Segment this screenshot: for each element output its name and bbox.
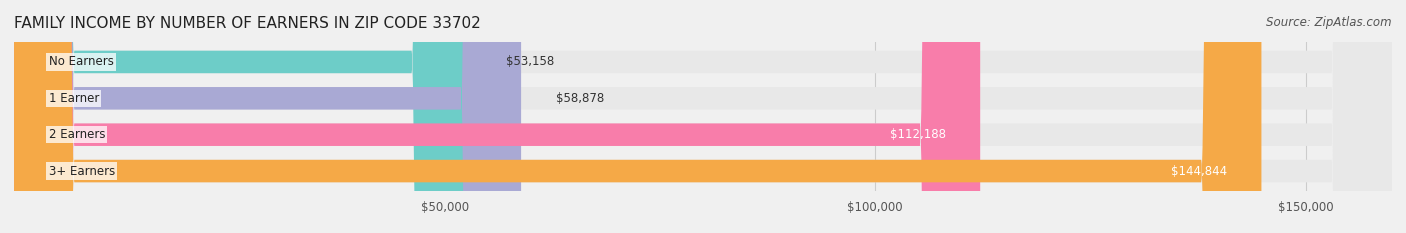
Text: 3+ Earners: 3+ Earners [48, 164, 115, 178]
Text: 2 Earners: 2 Earners [48, 128, 105, 141]
Text: $112,188: $112,188 [890, 128, 946, 141]
Text: FAMILY INCOME BY NUMBER OF EARNERS IN ZIP CODE 33702: FAMILY INCOME BY NUMBER OF EARNERS IN ZI… [14, 16, 481, 31]
Text: $53,158: $53,158 [506, 55, 554, 69]
FancyBboxPatch shape [14, 0, 1392, 233]
FancyBboxPatch shape [14, 0, 1392, 233]
FancyBboxPatch shape [14, 0, 522, 233]
FancyBboxPatch shape [14, 0, 1261, 233]
Text: $144,844: $144,844 [1171, 164, 1227, 178]
Text: $58,878: $58,878 [555, 92, 603, 105]
Text: 1 Earner: 1 Earner [48, 92, 98, 105]
FancyBboxPatch shape [14, 0, 980, 233]
Text: No Earners: No Earners [48, 55, 114, 69]
FancyBboxPatch shape [14, 0, 472, 233]
FancyBboxPatch shape [14, 0, 1392, 233]
Text: Source: ZipAtlas.com: Source: ZipAtlas.com [1267, 16, 1392, 29]
FancyBboxPatch shape [14, 0, 1392, 233]
